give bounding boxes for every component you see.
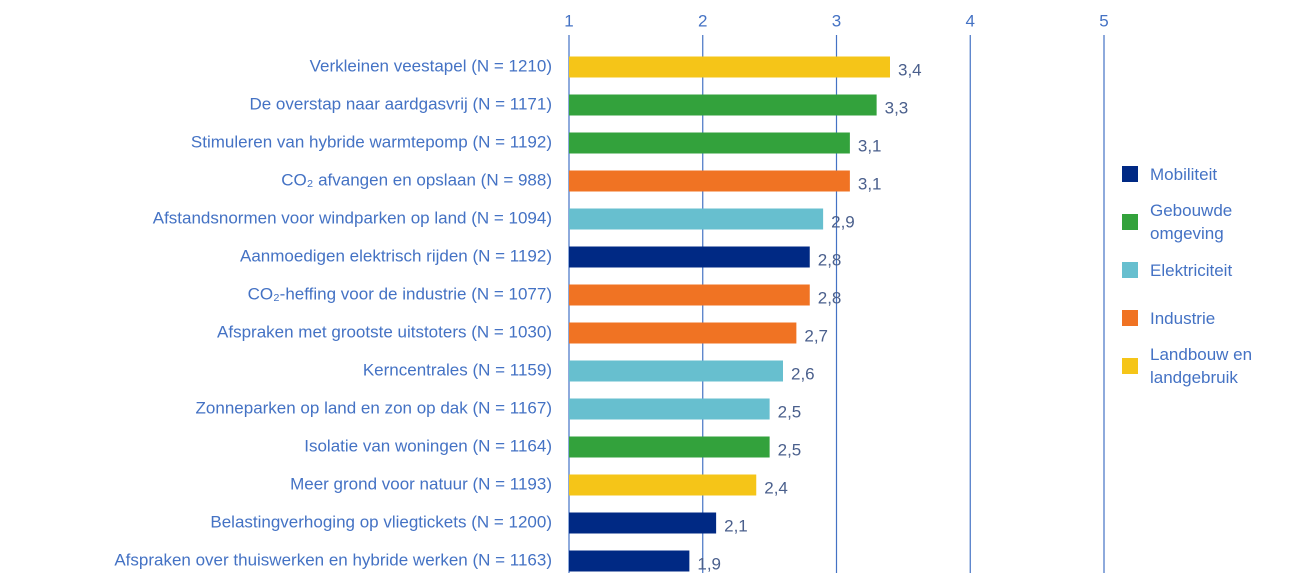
value-label: 2,8 bbox=[818, 288, 842, 307]
legend-label: Elektriciteit bbox=[1150, 260, 1233, 280]
value-label: 3,3 bbox=[885, 98, 909, 117]
value-label: 2,1 bbox=[724, 516, 748, 535]
y-tick-label: CO₂-heffing voor de industrie (N = 1077) bbox=[248, 284, 552, 303]
legend-label: Industrie bbox=[1150, 308, 1216, 328]
bar bbox=[569, 512, 717, 534]
x-tick-label: 1 bbox=[564, 11, 573, 30]
value-label: 2,5 bbox=[778, 402, 802, 421]
y-tick-label: Kerncentrales (N = 1159) bbox=[363, 360, 552, 379]
y-tick-label: Afspraken met grootste uitstoters (N = 1… bbox=[217, 322, 552, 341]
y-tick-label: Isolatie van woningen (N = 1164) bbox=[304, 436, 552, 455]
legend-label: Gebouwde omgeving bbox=[1150, 201, 1233, 243]
value-label: 2,8 bbox=[818, 250, 842, 269]
value-label: 2,4 bbox=[764, 478, 788, 497]
legend-swatch bbox=[1122, 214, 1138, 230]
bar bbox=[569, 436, 770, 458]
legend-item: Elektriciteit bbox=[1122, 246, 1287, 294]
legend-item: Landbouw en landgebruik bbox=[1122, 342, 1287, 390]
legend-swatch bbox=[1122, 166, 1138, 182]
y-tick-label: Aanmoedigen elektrisch rijden (N = 1192) bbox=[240, 246, 552, 265]
bar bbox=[569, 550, 690, 572]
x-tick-label: 5 bbox=[1099, 11, 1108, 30]
legend-label: Landbouw en landgebruik bbox=[1150, 345, 1253, 387]
bar bbox=[569, 208, 824, 230]
legend-swatch bbox=[1122, 310, 1138, 326]
bar bbox=[569, 246, 810, 268]
bar bbox=[569, 474, 757, 496]
bar bbox=[569, 360, 783, 382]
legend-label: Mobiliteit bbox=[1150, 164, 1218, 184]
x-tick-label: 4 bbox=[966, 11, 975, 30]
y-tick-label: De overstap naar aardgasvrij (N = 1171) bbox=[249, 94, 552, 113]
legend: Mobiliteit Gebouwde omgeving Elektriciteit… bbox=[1122, 150, 1287, 390]
value-label: 2,9 bbox=[831, 212, 855, 231]
legend-item: Industrie bbox=[1122, 294, 1287, 342]
value-label: 3,1 bbox=[858, 174, 882, 193]
x-tick-label: 3 bbox=[832, 11, 841, 30]
legend-swatch bbox=[1122, 262, 1138, 278]
y-tick-label: Afspraken over thuiswerken en hybride we… bbox=[114, 550, 552, 569]
x-tick-label: 2 bbox=[698, 11, 707, 30]
y-tick-label: Stimuleren van hybride warmtepomp (N = 1… bbox=[191, 132, 552, 151]
y-tick-label: Afstandsnormen voor windparken op land (… bbox=[153, 208, 552, 227]
bar bbox=[569, 132, 850, 154]
bar bbox=[569, 56, 890, 78]
bar bbox=[569, 398, 770, 420]
value-label: 1,9 bbox=[697, 554, 721, 573]
value-label: 3,1 bbox=[858, 136, 882, 155]
legend-item: Gebouwde omgeving bbox=[1122, 198, 1287, 246]
y-tick-label: Meer grond voor natuur (N = 1193) bbox=[290, 474, 552, 493]
value-label: 2,6 bbox=[791, 364, 815, 383]
value-label: 3,4 bbox=[898, 60, 922, 79]
value-label: 2,5 bbox=[778, 440, 802, 459]
bar bbox=[569, 284, 810, 306]
bar bbox=[569, 322, 797, 344]
bar bbox=[569, 94, 877, 116]
legend-swatch bbox=[1122, 358, 1138, 374]
legend-item: Mobiliteit bbox=[1122, 150, 1287, 198]
y-tick-label: Belastingverhoging op vliegtickets (N = … bbox=[210, 512, 552, 531]
y-tick-label: Zonneparken op land en zon op dak (N = 1… bbox=[196, 398, 552, 417]
y-tick-label: Verkleinen veestapel (N = 1210) bbox=[310, 56, 552, 75]
bar bbox=[569, 170, 850, 192]
y-tick-label: CO₂ afvangen en opslaan (N = 988) bbox=[281, 170, 552, 189]
value-label: 2,7 bbox=[804, 326, 828, 345]
